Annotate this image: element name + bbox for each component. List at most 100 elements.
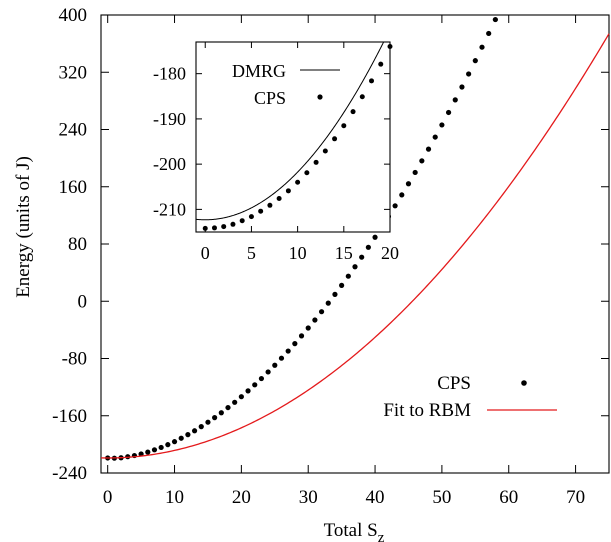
inset-plot-frame: [195, 41, 391, 233]
main-data-point-cps: [292, 341, 298, 347]
x-axis-label: Total Sz: [324, 520, 385, 542]
inset-data-point-cps: [369, 78, 375, 84]
inset-data-point-cps: [322, 148, 328, 154]
main-data-point-cps: [345, 273, 351, 279]
main-legend: CPS Fit to RBM: [383, 373, 557, 421]
main-x-tick-label: 60: [499, 487, 518, 508]
main-series-layer: [100, 16, 610, 461]
main-data-point-cps: [305, 325, 311, 331]
inset-x-tick-label: 5: [247, 243, 256, 263]
main-data-point-cps: [145, 449, 151, 455]
main-data-point-cps: [405, 181, 412, 187]
main-y-tick-label: 240: [59, 120, 88, 141]
main-x-tick-label: 50: [432, 487, 451, 508]
main-data-point-cps: [318, 309, 325, 315]
main-data-point-cps: [352, 264, 358, 270]
inset-axes-layer: [195, 41, 391, 233]
main-data-point-cps: [466, 71, 472, 77]
main-data-point-cps: [272, 362, 278, 368]
main-y-tick-label: -160: [52, 406, 87, 427]
legend-label-cps: CPS: [437, 373, 471, 394]
main-data-point-cps: [265, 369, 271, 375]
main-data-point-cps: [178, 435, 184, 441]
main-y-tick-label: 320: [59, 62, 88, 83]
inset-data-point-cps: [378, 61, 384, 67]
inset-data-point-cps: [267, 202, 273, 208]
main-x-tick-label: 0: [103, 487, 113, 508]
main-data-point-cps: [479, 44, 485, 50]
main-data-point-cps: [218, 410, 224, 416]
inset-x-tick-label: 0: [201, 243, 210, 263]
main-data-point-cps: [151, 447, 158, 453]
main-data-point-cps: [425, 146, 432, 152]
main-data-point-cps: [399, 192, 405, 198]
main-data-point-cps: [225, 404, 231, 411]
main-data-point-cps: [419, 158, 425, 164]
main-y-tick-label: 160: [59, 177, 88, 198]
inset-data-point-cps: [304, 170, 310, 176]
inset-ticks-layer: 0 5 10 15 20 -180 -190 -200 -210: [153, 42, 399, 263]
main-y-tick-label: 400: [59, 5, 88, 26]
main-data-point-cps: [285, 348, 291, 354]
main-data-point-cps: [459, 84, 465, 90]
inset-legend-marker-cps: [317, 94, 323, 100]
inset-y-tick-label: -200: [153, 154, 186, 174]
main-data-point-cps: [325, 300, 331, 306]
main-data-point-cps: [245, 388, 251, 394]
main-ticks-layer: 0 10 20 30 40 50 60 70400320240160800-80-160-24…: [52, 5, 609, 508]
main-data-point-cps: [191, 428, 198, 434]
main-data-point-cps: [339, 282, 345, 288]
inset-data-point-cps: [295, 179, 301, 185]
y-axis-label: Energy (units of J): [13, 156, 34, 298]
inset-legend-label-cps: CPS: [254, 88, 286, 108]
main-data-point-cps: [238, 394, 244, 400]
main-data-point-cps: [205, 419, 211, 425]
main-data-point-cps: [252, 382, 258, 388]
main-x-tick-label: 30: [299, 487, 318, 508]
inset-data-point-cps: [258, 208, 264, 214]
inset-data-point-cps: [350, 109, 356, 115]
main-x-tick-label: 40: [366, 487, 385, 508]
inset-background: [196, 42, 390, 232]
inset-y-tick-label: -210: [153, 199, 186, 219]
main-x-tick-label: 70: [566, 487, 585, 508]
inset-legend: DMRG CPS: [232, 61, 340, 108]
main-data-point-cps: [439, 122, 445, 128]
main-data-point-cps: [412, 169, 418, 176]
inset-data-point-cps: [313, 159, 319, 165]
main-data-point-cps: [432, 134, 438, 140]
inset-data-point-cps: [230, 221, 236, 227]
main-data-point-cps: [258, 375, 265, 382]
main-y-tick-label: -80: [62, 349, 87, 370]
inset-data-point-cps: [285, 188, 291, 194]
legend-marker-cps: [521, 380, 527, 386]
legend-label-fit: Fit to RBM: [383, 400, 471, 421]
main-data-point-cps: [158, 444, 164, 451]
inset-series-line-dmrg: [195, 41, 384, 221]
inset-x-tick-label: 10: [289, 243, 307, 263]
inset-y-tick-label: -180: [153, 64, 186, 84]
main-series-line-fit-to-rbm: [100, 33, 610, 459]
inset-data-point-cps: [341, 123, 347, 129]
main-data-point-cps: [486, 30, 492, 37]
inset-x-tick-label: 20: [381, 243, 399, 263]
inset-data-point-cps: [221, 224, 227, 230]
inset-x-tick-label: 15: [335, 243, 353, 263]
main-data-point-cps: [365, 244, 371, 250]
main-data-point-cps: [138, 451, 144, 457]
main-y-tick-label: 0: [78, 291, 88, 312]
inset-y-tick-label: -190: [153, 109, 186, 129]
main-x-tick-label: 20: [232, 487, 251, 508]
inset-data-point-cps: [276, 196, 282, 202]
main-data-point-cps: [472, 58, 478, 64]
main-data-point-cps: [452, 97, 458, 103]
inset-data-point-cps: [332, 136, 338, 142]
inset-legend-label-dmrg: DMRG: [232, 61, 286, 81]
inset-series-layer: [195, 41, 393, 231]
inset-data-point-cps: [211, 225, 217, 231]
main-data-point-cps: [165, 442, 171, 448]
inset-data-point-cps: [359, 94, 365, 100]
main-data-point-cps: [492, 16, 498, 23]
main-data-point-cps: [359, 254, 365, 260]
